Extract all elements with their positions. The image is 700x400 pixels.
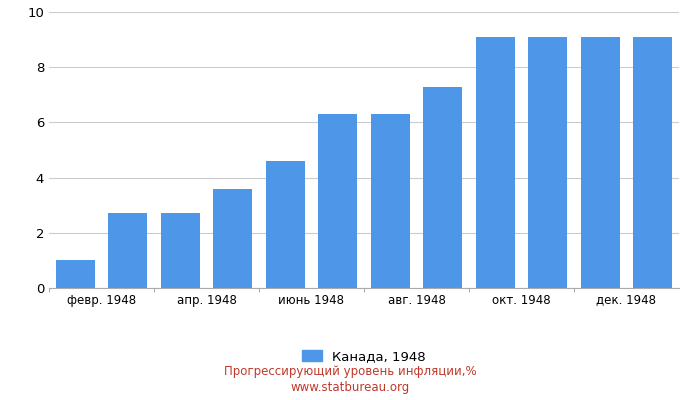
Bar bbox=[318, 114, 358, 288]
Bar bbox=[108, 214, 148, 288]
Bar bbox=[423, 86, 463, 288]
Bar bbox=[160, 214, 200, 288]
Bar bbox=[528, 37, 568, 288]
Bar bbox=[370, 114, 410, 288]
Bar bbox=[475, 37, 515, 288]
Bar bbox=[265, 161, 305, 288]
Bar bbox=[633, 37, 673, 288]
Bar bbox=[580, 37, 620, 288]
Bar bbox=[213, 189, 253, 288]
Text: Прогрессирующий уровень инфляции,%: Прогрессирующий уровень инфляции,% bbox=[224, 366, 476, 378]
Legend: Канада, 1948: Канада, 1948 bbox=[297, 344, 431, 368]
Text: www.statbureau.org: www.statbureau.org bbox=[290, 382, 410, 394]
Bar bbox=[55, 260, 95, 288]
